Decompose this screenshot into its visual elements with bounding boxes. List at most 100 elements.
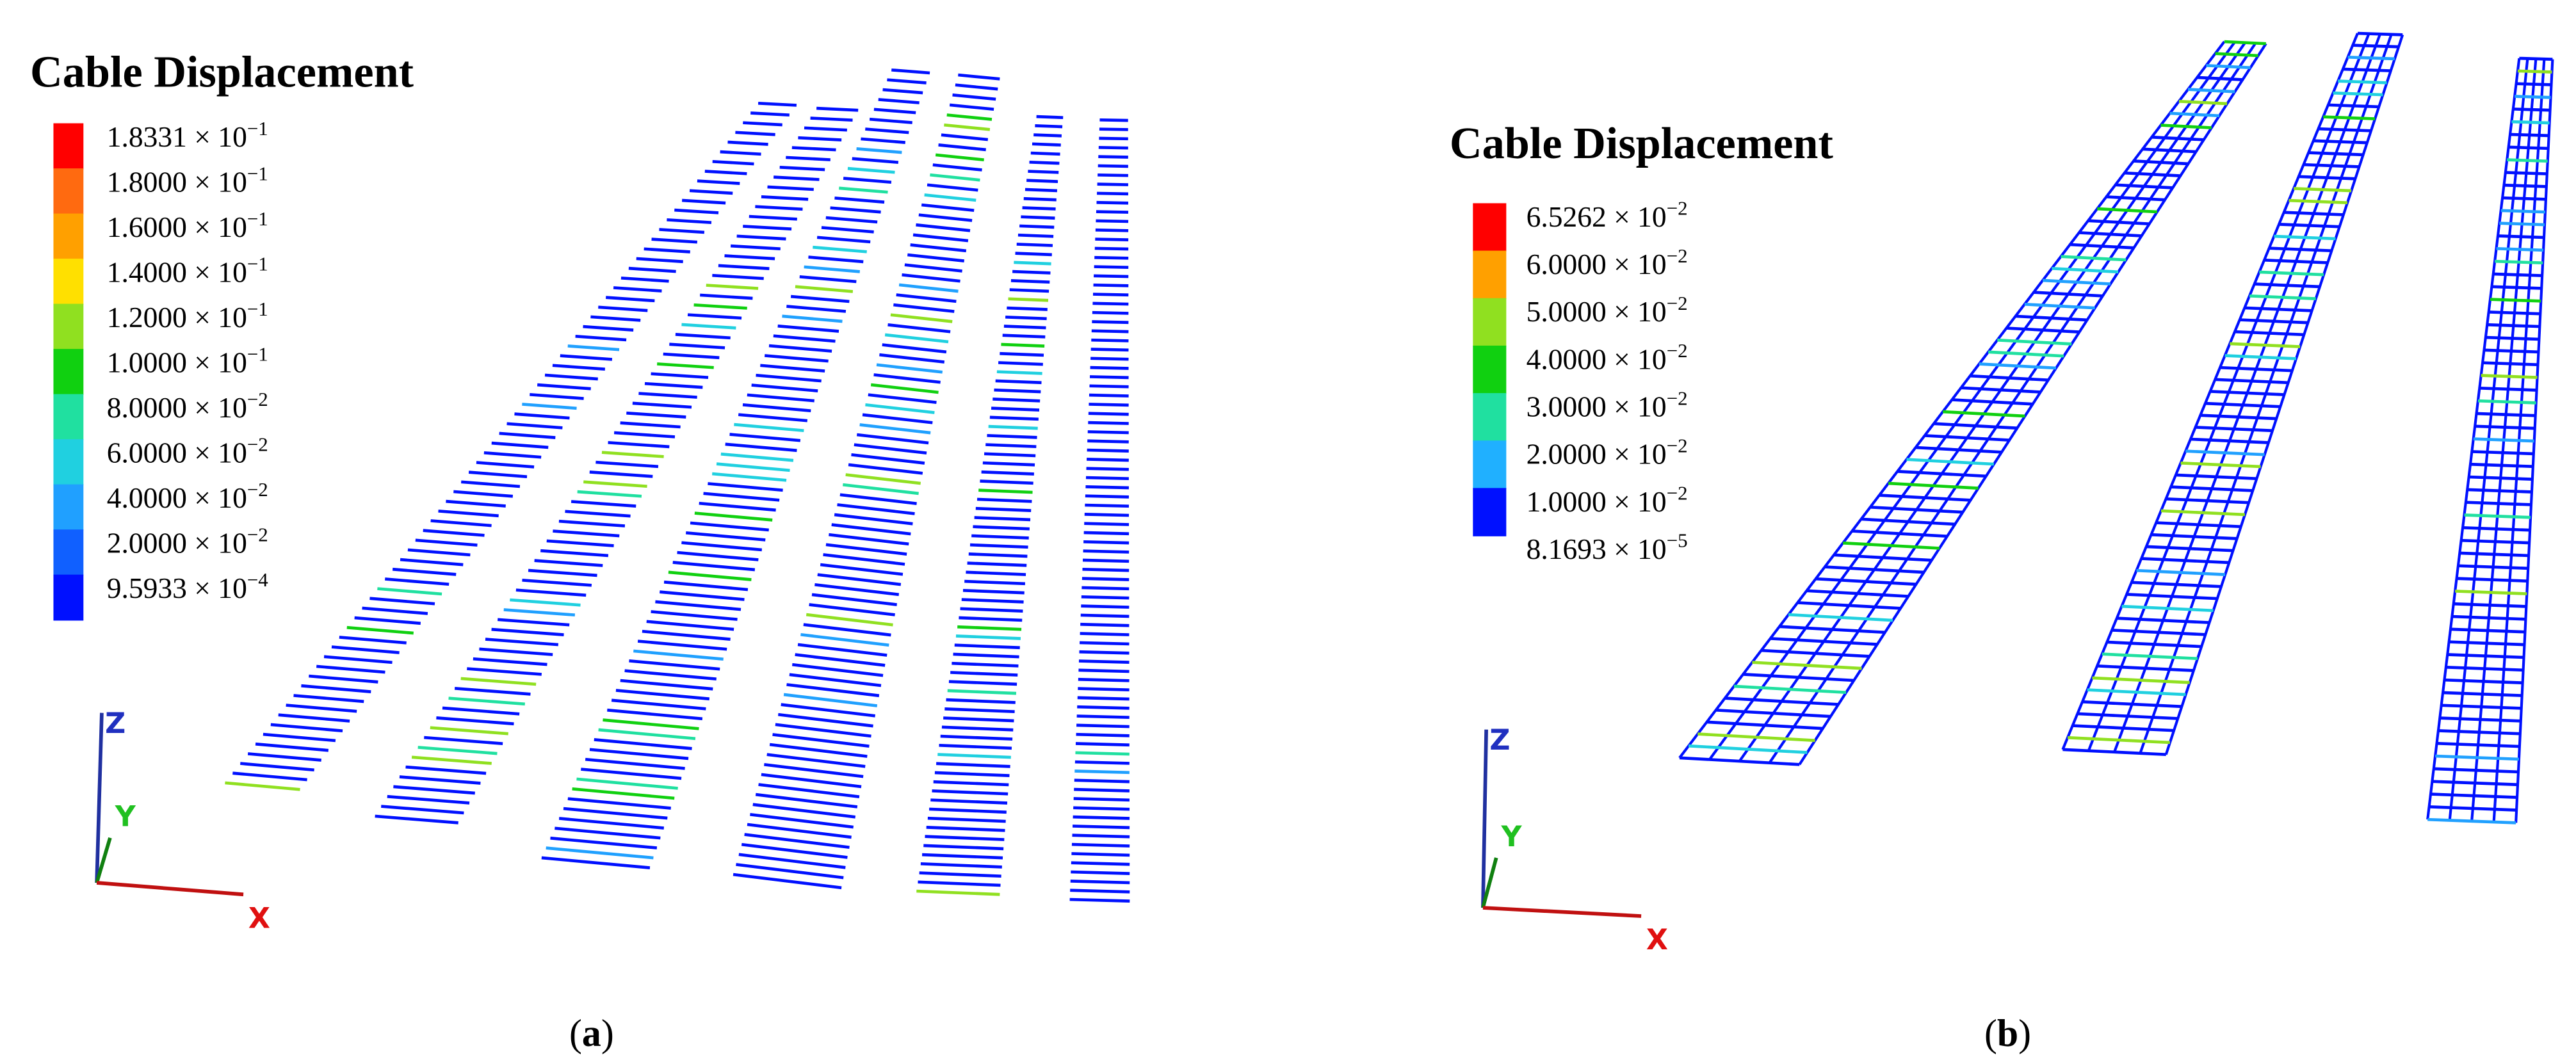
- cable-segment: [764, 354, 829, 363]
- cable-segment: [1005, 315, 1047, 321]
- cable-segment: [1087, 439, 1129, 444]
- cable-segment: [727, 140, 768, 146]
- cable-segment: [925, 835, 1005, 841]
- cable-segment: [831, 523, 911, 536]
- legend-label: 1.0000 × 10−1: [107, 342, 268, 378]
- cable-segment: [1002, 334, 1046, 339]
- cable-segment: [1071, 870, 1130, 875]
- cable-segment: [540, 549, 609, 558]
- cable-segment: [1082, 567, 1130, 572]
- legend-swatch: [1473, 440, 1507, 489]
- cable-segment: [687, 313, 742, 320]
- axis-z-label: Z: [1489, 724, 1510, 757]
- cable-segment: [761, 773, 862, 789]
- caption: (b): [1984, 1012, 2031, 1054]
- legend-swatch: [53, 259, 84, 305]
- cable-segment: [674, 208, 719, 214]
- cable-segment: [1997, 338, 2072, 346]
- cable-segment: [681, 323, 736, 330]
- cable-segment: [856, 433, 929, 445]
- cable-segment: [2479, 386, 2537, 392]
- cable-segment: [2353, 44, 2399, 49]
- cable-segment: [1092, 320, 1129, 325]
- cable-segment: [2185, 449, 2265, 456]
- cable-segment: [2487, 323, 2540, 328]
- cable-segment: [567, 797, 671, 810]
- cable-segment: [1715, 708, 1831, 718]
- cable-segment: [865, 403, 935, 414]
- cable-segment: [1988, 350, 2064, 358]
- cable-segment: [1073, 815, 1130, 820]
- cable-segment: [2131, 581, 2222, 588]
- cable-segment: [948, 680, 1017, 686]
- cable-segment: [2481, 374, 2538, 379]
- cable-segment: [2438, 729, 2520, 736]
- cable-segment: [2491, 285, 2542, 290]
- cable-segment: [988, 424, 1038, 430]
- label-base: 8.1693 × 10: [1527, 533, 1667, 565]
- cable-segment: [1092, 310, 1129, 315]
- legend-label: 8.0000 × 10−2: [107, 388, 268, 424]
- cable-segment: [946, 113, 992, 121]
- cable-segment: [2206, 64, 2251, 70]
- cable-segment: [316, 664, 385, 674]
- cable-segment: [1021, 215, 1055, 220]
- cable-segment: [799, 275, 857, 284]
- legend-swatch: [53, 394, 84, 440]
- cable-segment: [567, 344, 620, 351]
- cable-segment: [734, 422, 804, 433]
- cable-segment: [743, 225, 792, 231]
- cable-segment: [2450, 627, 2525, 634]
- cable-segment: [2097, 207, 2157, 214]
- cable-segment: [485, 638, 559, 647]
- cable-segment: [777, 324, 839, 333]
- cable-segment: [700, 293, 753, 300]
- cable-segment: [2442, 691, 2522, 697]
- cable-segment: [798, 136, 842, 141]
- cable-segment: [1097, 191, 1129, 196]
- legend-swatch: [1473, 488, 1507, 536]
- label-exponent: −2: [247, 523, 268, 545]
- cable-segment: [1071, 861, 1130, 866]
- cable-segment: [2488, 310, 2541, 316]
- cable-segment: [1788, 613, 1893, 622]
- cable-segment: [869, 117, 912, 124]
- label-exponent: −1: [247, 117, 268, 140]
- cable-segment: [921, 203, 975, 212]
- cable-segment: [766, 753, 866, 768]
- cable-segment: [693, 303, 747, 310]
- cable-segment: [2459, 551, 2529, 558]
- cable-segment: [1094, 265, 1129, 270]
- cable-segment: [1689, 744, 1808, 754]
- axis-y: [1481, 857, 1498, 908]
- cable-segment: [898, 283, 959, 293]
- cable-segment: [646, 620, 734, 631]
- cable-segment: [778, 712, 873, 728]
- cable-segment: [747, 393, 814, 403]
- cable-segment: [797, 643, 887, 657]
- cable-segment: [534, 559, 603, 567]
- cable-segment: [1017, 233, 1054, 238]
- legend-swatch: [1473, 250, 1507, 300]
- legend-swatch: [53, 168, 84, 214]
- label-base: 1.8000 × 10: [107, 165, 247, 198]
- cable-segment: [971, 534, 1029, 540]
- cable-segment: [476, 461, 535, 469]
- cable-segment: [442, 706, 520, 716]
- label-exponent: −2: [1667, 339, 1688, 362]
- cable-segment: [2476, 412, 2536, 417]
- cable-segment: [718, 264, 770, 270]
- cable-segment: [873, 108, 916, 115]
- cable-segment: [2195, 426, 2273, 433]
- cable-segment: [1952, 398, 2033, 406]
- cable-segment: [424, 736, 503, 746]
- cable-segment: [1943, 410, 2025, 418]
- cable-segment: [1078, 659, 1130, 664]
- cable-segment: [834, 513, 913, 526]
- cable-segment: [392, 567, 457, 576]
- cable-segment: [644, 247, 690, 253]
- cable-segment: [843, 177, 892, 184]
- cable-segment: [887, 323, 951, 334]
- cable-segment: [677, 551, 759, 561]
- legend-swatch: [53, 529, 84, 575]
